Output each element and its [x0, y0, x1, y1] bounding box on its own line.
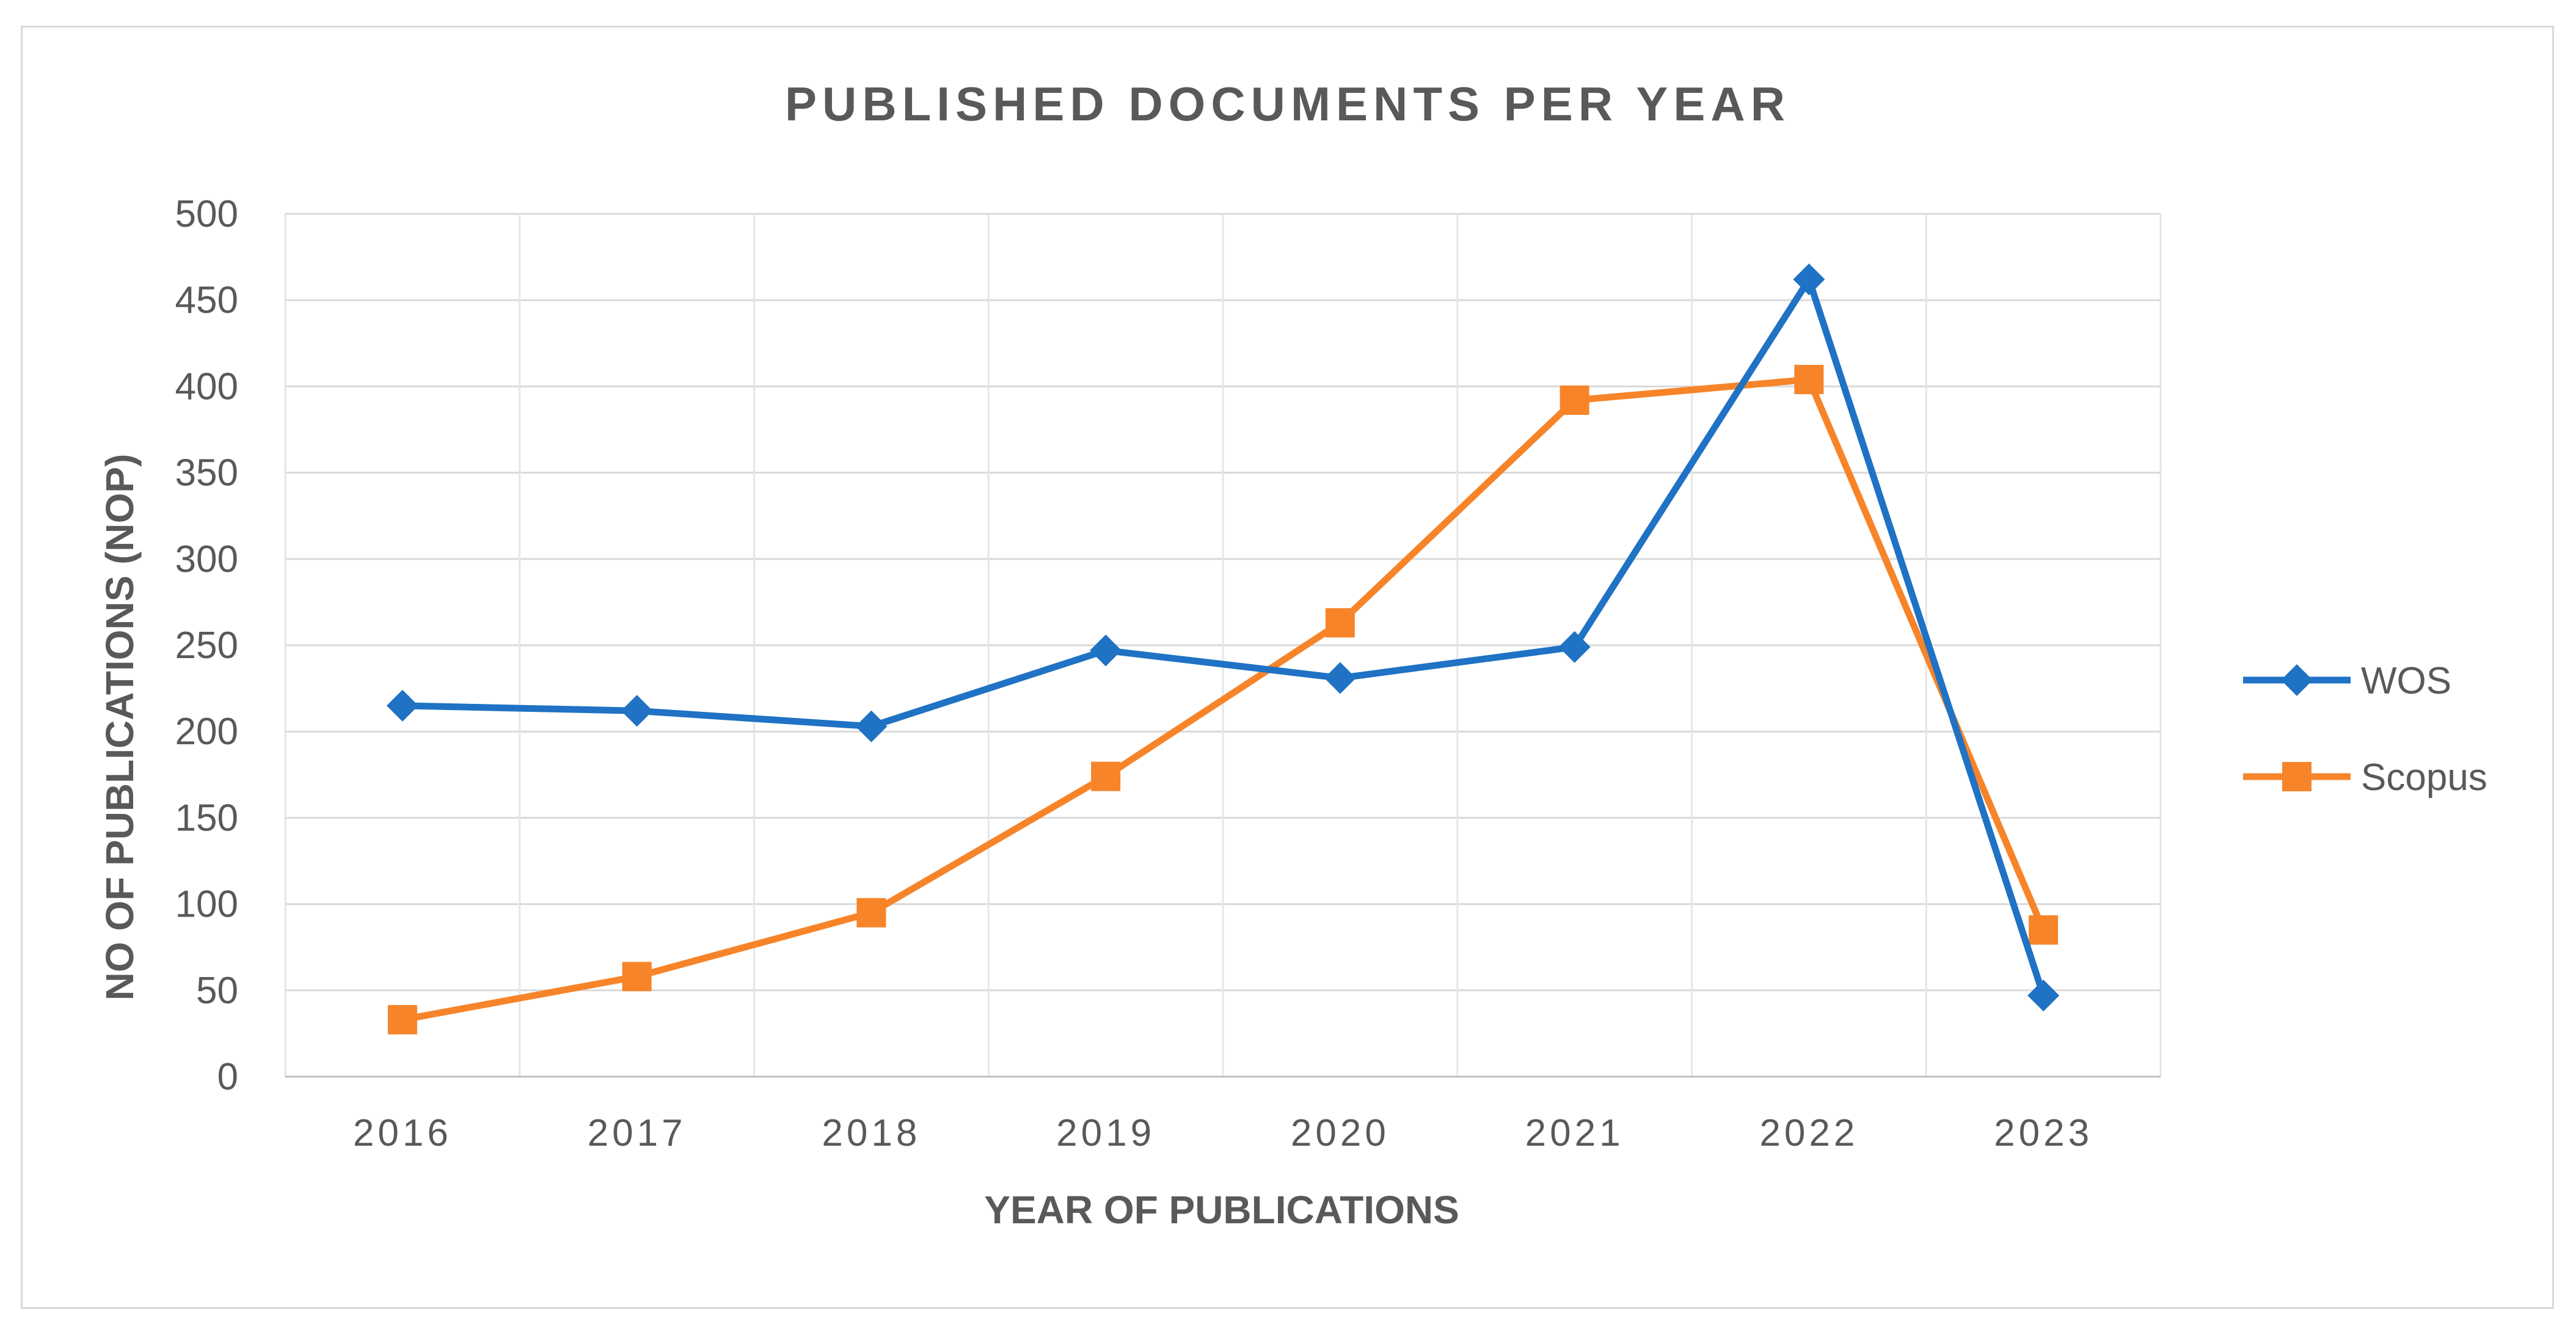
- series-line: [399, 376, 2047, 1023]
- x-tick-label: 2018: [822, 1112, 921, 1154]
- x-axis-ticks: 2016 2017 2018 2019 2020 2021 2022 2023: [353, 1112, 2093, 1154]
- x-tick-label: 2022: [1759, 1112, 1858, 1154]
- series-scopus: [387, 365, 2059, 1034]
- y-tick-label: 350: [175, 452, 238, 494]
- x-axis-label: YEAR OF PUBLICATIONS: [984, 1188, 1459, 1232]
- y-tick-label: 100: [175, 884, 238, 926]
- legend-label: WOS: [2361, 660, 2451, 702]
- data-point: [386, 689, 418, 722]
- data-point: [2027, 979, 2060, 1012]
- legend-marker: [2281, 664, 2313, 696]
- data-point: [1325, 608, 1355, 638]
- legend: WOS Scopus: [2243, 660, 2487, 799]
- data-point: [855, 710, 888, 742]
- data-point: [622, 962, 652, 992]
- data-point: [1560, 385, 1589, 415]
- series-layer: [386, 263, 2060, 1034]
- x-tick-label: 2020: [1291, 1112, 1390, 1154]
- x-tick-label: 2019: [1056, 1112, 1155, 1154]
- series-wos: [386, 263, 2060, 1012]
- data-point: [2029, 915, 2059, 945]
- data-point: [1794, 365, 1824, 395]
- y-tick-label: 200: [175, 711, 238, 753]
- data-point: [856, 898, 886, 928]
- x-tick-label: 2021: [1525, 1112, 1624, 1154]
- y-axis-label: NO OF PUBLICATIONS (NOP): [98, 454, 142, 1001]
- chart-title: PUBLISHED DOCUMENTS PER YEAR: [785, 77, 1790, 131]
- data-point: [1091, 761, 1121, 791]
- legend-item: WOS: [2243, 660, 2451, 702]
- y-tick-label: 400: [175, 365, 238, 408]
- y-tick-label: 50: [196, 970, 238, 1012]
- x-tick-label: 2016: [353, 1112, 452, 1154]
- series-line: [399, 276, 2047, 999]
- chart-frame: [21, 26, 2554, 1309]
- y-tick-label: 0: [217, 1056, 238, 1098]
- data-point: [1324, 662, 1356, 694]
- y-tick-label: 250: [175, 624, 238, 667]
- y-tick-label: 450: [175, 279, 238, 321]
- data-point: [1090, 634, 1122, 667]
- data-point: [1558, 631, 1591, 663]
- y-tick-label: 300: [175, 538, 238, 580]
- x-tick-label: 2017: [588, 1112, 687, 1154]
- legend-item: Scopus: [2243, 756, 2487, 799]
- x-tick-label: 2023: [1994, 1112, 2093, 1154]
- data-point: [387, 1005, 417, 1034]
- gridlines: [284, 213, 2162, 1078]
- y-tick-label: 150: [175, 797, 238, 839]
- data-point: [1793, 263, 1825, 296]
- legend-marker: [2282, 762, 2311, 791]
- y-tick-label: 500: [175, 193, 238, 235]
- legend-label: Scopus: [2361, 756, 2487, 799]
- y-axis-ticks: 0 50 100 150 200 250 300 350 400 450 500: [175, 193, 238, 1098]
- data-point: [621, 695, 653, 727]
